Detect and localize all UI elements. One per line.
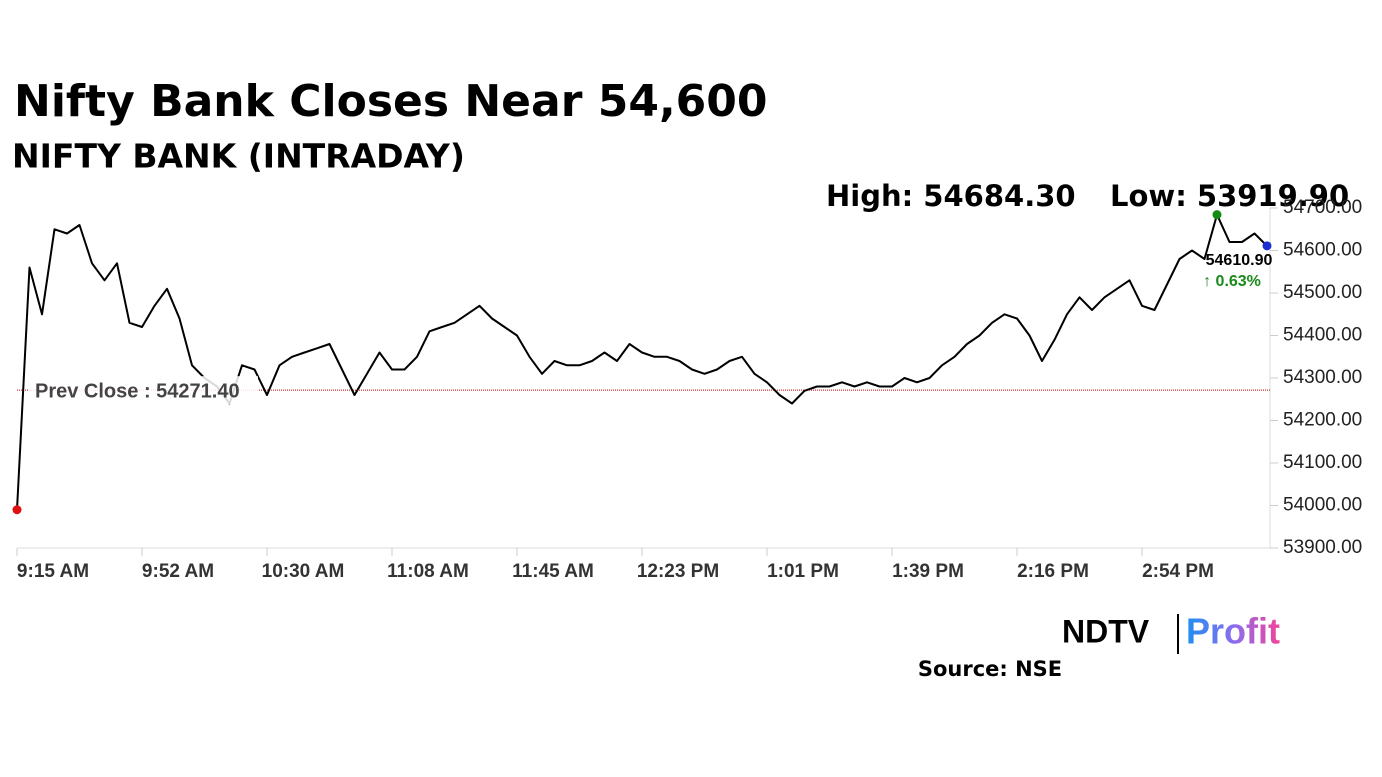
x-tick-label: 9:52 AM	[142, 561, 214, 582]
y-tick-label: 54700.00	[1283, 197, 1362, 218]
price-line	[16, 213, 1268, 510]
logo-ndtv: NDTV	[1062, 613, 1150, 649]
low-label: Low: 53919.90	[1110, 179, 1349, 213]
prev-close-label: Prev Close : 54271.40	[35, 380, 240, 402]
x-tick-label: 1:01 PM	[767, 561, 839, 582]
y-tick-label: 54500.00	[1283, 282, 1362, 303]
high-label: High: 54684.30	[826, 179, 1076, 213]
y-tick-label: 54600.00	[1283, 240, 1362, 261]
x-tick-label: 11:45 AM	[512, 561, 594, 582]
y-tick-label: 54000.00	[1283, 495, 1362, 516]
change-label: ↑ 0.63%	[1203, 273, 1261, 290]
y-tick-label: 53900.00	[1283, 537, 1362, 558]
y-tick-label: 54100.00	[1283, 452, 1362, 473]
chart-subtitle: NIFTY BANK (INTRADAY)	[12, 137, 465, 176]
source: Source: NSE	[918, 657, 1062, 681]
chart-title: Nifty Bank Closes Near 54,600	[14, 76, 768, 127]
last-value: 54610.90	[1206, 252, 1273, 269]
marker-dot	[12, 505, 22, 515]
marker-dot	[1262, 241, 1272, 251]
x-tick-label: 11:08 AM	[387, 561, 469, 582]
y-tick-label: 54400.00	[1283, 325, 1362, 346]
y-tick-label: 54300.00	[1283, 367, 1362, 388]
y-tick-label: 54200.00	[1283, 410, 1362, 431]
x-tick-label: 2:54 PM	[1142, 561, 1214, 582]
prev-close-bg	[28, 376, 258, 405]
x-tick-label: 12:23 PM	[637, 561, 719, 582]
x-tick-label: 10:30 AM	[262, 561, 345, 582]
logo-profit: Profit	[1186, 611, 1280, 652]
x-tick-label: 1:39 PM	[892, 561, 964, 582]
x-tick-label: 2:16 PM	[1017, 561, 1089, 582]
x-tick-label: 9:15 AM	[17, 561, 89, 582]
marker-dot	[1212, 210, 1222, 220]
